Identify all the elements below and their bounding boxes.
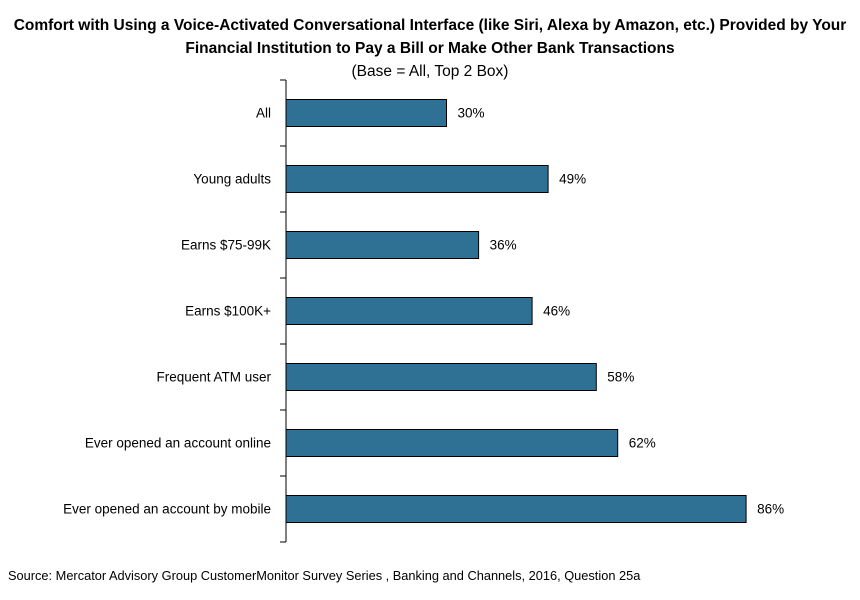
category-label: Earns $100K+: [185, 304, 271, 319]
chart-subtitle: (Base = All, Top 2 Box): [351, 63, 509, 80]
category-label: All: [256, 106, 271, 121]
data-label: 36%: [490, 238, 517, 253]
bar: [285, 429, 619, 457]
data-label: 30%: [458, 106, 485, 121]
bar: [285, 231, 480, 259]
data-label: 49%: [559, 172, 586, 187]
category-label: Frequent ATM user: [156, 370, 271, 385]
data-label: 62%: [629, 436, 656, 451]
bar: [285, 297, 533, 325]
category-label: Ever opened an account by mobile: [63, 502, 271, 517]
bar: [285, 495, 747, 523]
data-label: 58%: [607, 370, 634, 385]
category-label: Earns $75-99K: [181, 238, 271, 253]
bar: [285, 165, 549, 193]
data-label: 46%: [543, 304, 570, 319]
plot-area: All 30% Young adults 49% Earns $75-99K 36% Ear…: [63, 79, 784, 543]
category-label: Ever opened an account online: [85, 436, 271, 451]
category-label: Young adults: [193, 172, 271, 187]
source-note: Source: Mercator Advisory Group Customer…: [8, 568, 641, 583]
data-label: 86%: [757, 502, 784, 517]
chart-title: Comfort with Using a Voice-Activated Con…: [13, 17, 847, 57]
bar: [285, 363, 597, 391]
bar: [285, 99, 447, 127]
